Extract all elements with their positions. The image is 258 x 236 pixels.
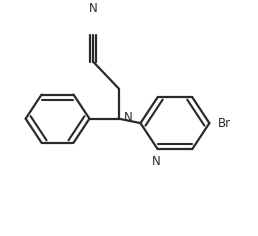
Text: N: N [152,155,161,168]
Text: N: N [123,111,132,124]
Text: N: N [89,2,98,15]
Text: Br: Br [218,117,231,130]
